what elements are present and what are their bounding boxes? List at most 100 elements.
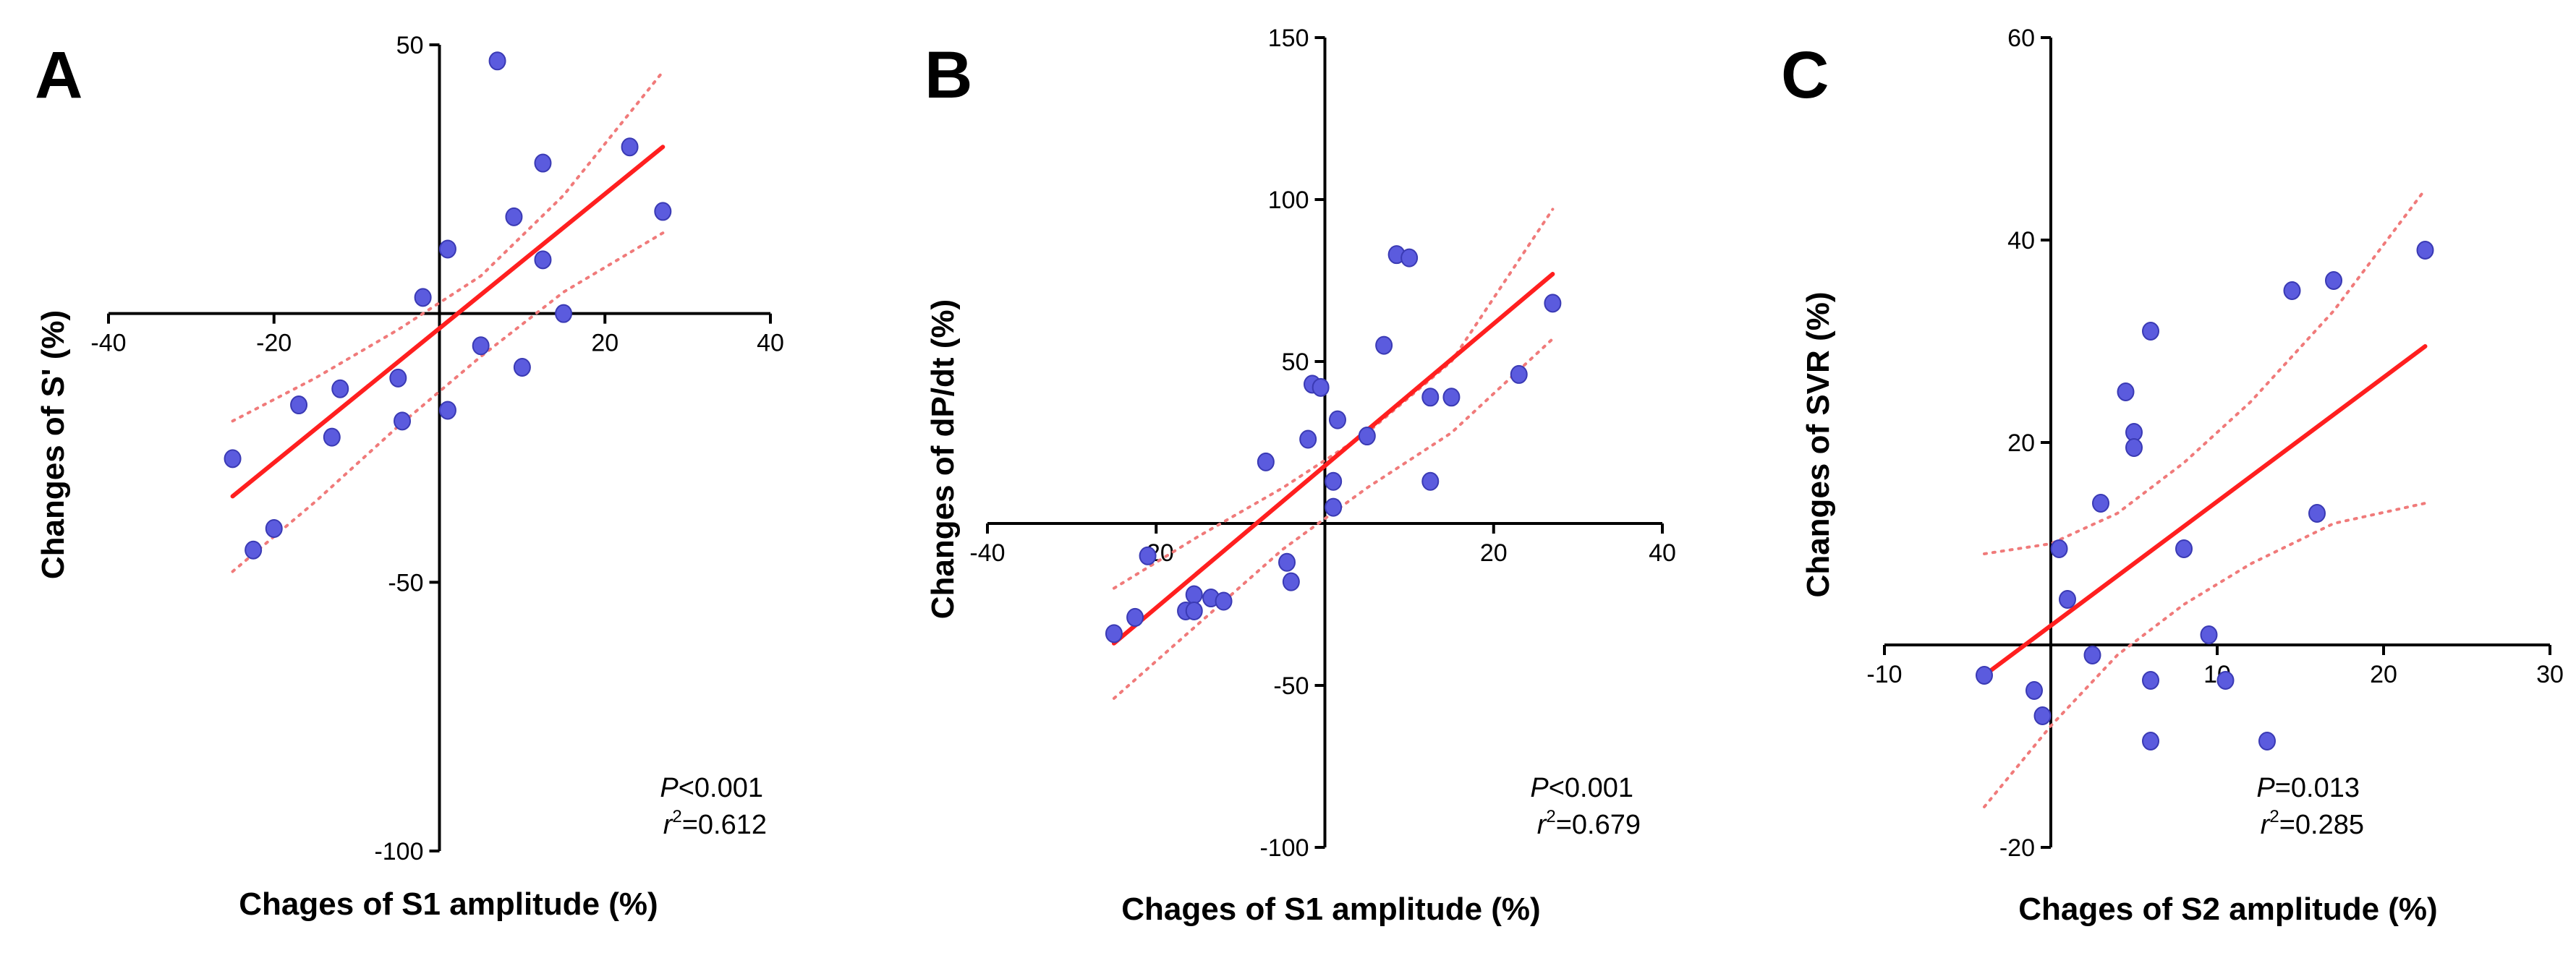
data-point [1257,452,1275,471]
data-point [2308,504,2326,523]
data-point [2175,539,2193,558]
r-exponent: 2 [1546,807,1555,826]
p-symbol: P [660,773,679,803]
p-value-stat: P<0.001 [1530,773,1633,803]
plot-area: -40 -20 20 40 50 -50 -100 [90,32,783,865]
p-value-stat: P<0.001 [660,773,763,803]
data-point [2283,281,2301,300]
panel-letter: B [924,38,972,112]
data-point [245,540,263,560]
y-tick-label: 50 [396,32,424,59]
data-point [2142,671,2159,690]
data-point [2125,438,2143,457]
data-point [2092,494,2109,513]
data-point [488,51,506,71]
x-axis-title: Chages of S1 amplitude (%) [1121,891,1540,927]
data-point [438,239,456,259]
y-tick-label: 150 [1268,25,1309,52]
data-point [2258,732,2276,750]
r-symbol: r [2261,810,2271,840]
data-point [555,304,573,323]
ci-lower-line [231,231,665,573]
data-point [505,207,523,226]
data-point [2142,322,2159,341]
data-point [2059,590,2076,609]
y-tick-label: 100 [1268,187,1309,214]
x-tick-label: 40 [1649,539,1676,567]
y-tick-label: 20 [2007,429,2035,457]
y-axis-title: Changes of SVR (%) [1801,292,1836,598]
r-squared-value: =0.612 [682,810,767,840]
data-point [1510,364,1528,384]
panel-letter: A [35,38,82,112]
data-point [2117,382,2135,401]
y-tick-label: -100 [1259,834,1309,862]
regression-line [1982,344,2428,677]
data-point [1544,294,1562,313]
ci-lower-line [1112,337,1555,700]
data-point [1976,666,1993,685]
x-axis-title: Chages of S2 amplitude (%) [2018,891,2437,927]
r-symbol: r [663,810,673,840]
p-symbol: P [2256,773,2275,803]
x-tick-label: 20 [591,330,619,357]
data-point [2325,271,2342,290]
data-point [621,137,639,157]
data-point [438,401,456,420]
data-point [1215,591,1233,611]
data-point [265,519,283,538]
data-point [1421,388,1440,407]
data-point [1325,471,1343,491]
y-tick-label: -50 [388,569,423,596]
x-tick-label: -40 [90,330,126,357]
data-point [1442,388,1461,407]
data-point [2416,241,2434,260]
y-tick-label: -20 [1999,834,2035,862]
data-point [414,288,432,307]
y-tick-label: 60 [2007,25,2035,52]
y-tick-label: -50 [1273,672,1309,700]
data-point [654,202,672,221]
data-point [1375,335,1393,355]
data-point [534,250,552,270]
data-point [290,395,308,415]
x-tick-label: -10 [1866,661,1902,688]
data-point [1185,585,1203,604]
r-exponent: 2 [2269,807,2279,826]
ci-lower-line [1983,502,2427,808]
p-symbol: P [1530,773,1549,803]
x-tick-label: 20 [1480,539,1508,567]
y-tick-label: -100 [374,838,423,865]
data-point [1105,624,1123,643]
data-point [1312,377,1330,397]
p-value: <0.001 [679,773,763,803]
x-tick-label: 30 [2536,661,2564,688]
p-value: <0.001 [1549,773,1633,803]
data-point [1400,248,1419,268]
ci-upper-line [231,70,665,423]
p-value: =0.013 [2275,773,2360,803]
r-squared-stat: r2=0.285 [2261,807,2364,840]
x-tick-label: -20 [256,330,292,357]
ci-upper-line [1983,188,2427,555]
data-point [513,358,531,377]
x-axis-title: Chages of S1 amplitude (%) [239,886,658,922]
r-symbol: r [1537,810,1547,840]
r-squared-value: =0.679 [1556,810,1641,840]
y-axis-title: Changes of S' (%) [35,310,71,579]
data-point [2033,706,2052,725]
r-squared-stat: r2=0.679 [1537,807,1641,840]
r-squared-stat: r2=0.612 [663,807,767,840]
data-point [2083,646,2101,664]
data-point [389,368,407,388]
panel-letter: C [1781,38,1829,112]
data-point [2200,625,2218,644]
panel-a: A -40 -20 20 40 50 -50 -100 Chages of S1 ampli… [35,32,784,922]
data-point [1358,427,1376,446]
data-point [472,336,490,356]
regression-line [230,145,666,499]
x-tick-label: 20 [2370,661,2397,688]
